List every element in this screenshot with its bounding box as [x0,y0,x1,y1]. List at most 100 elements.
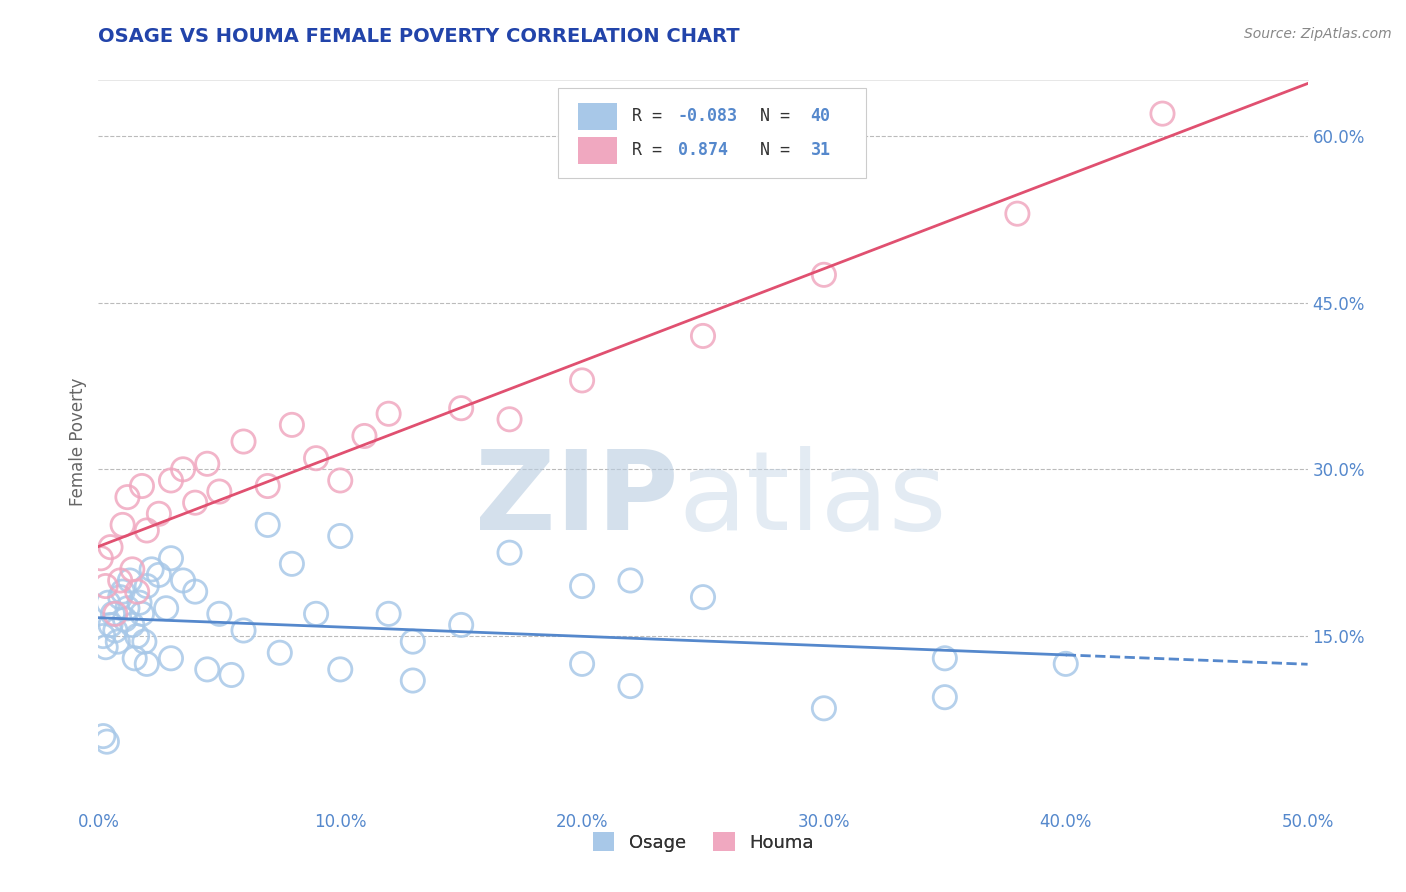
Point [1007,207,1029,221]
Point [353,429,375,443]
Point [305,451,328,466]
Text: 0.874: 0.874 [678,141,728,160]
Point [232,624,254,638]
Point [100,618,122,632]
Point [813,268,835,282]
Text: 31: 31 [811,141,831,160]
Text: R =: R = [631,107,672,126]
Point [571,657,593,671]
Point [281,417,304,432]
Point [195,662,218,676]
Text: -0.083: -0.083 [678,107,738,126]
Point [498,546,520,560]
Point [94,579,117,593]
Point [128,596,150,610]
Point [107,634,129,648]
Point [377,607,399,621]
Point [232,434,254,449]
Point [195,457,218,471]
Point [172,462,194,476]
Point [619,679,641,693]
Text: Source: ZipAtlas.com: Source: ZipAtlas.com [1244,27,1392,41]
Point [96,734,118,748]
Point [692,590,714,604]
Point [111,517,134,532]
Point [402,673,425,688]
Text: N =: N = [741,107,800,126]
Point [256,517,278,532]
Point [148,568,170,582]
Text: R =: R = [631,141,682,160]
Point [97,596,120,610]
Point [450,401,472,416]
Point [135,524,157,538]
Point [256,479,278,493]
Point [184,496,207,510]
Text: 40: 40 [811,107,831,126]
FancyBboxPatch shape [578,103,617,130]
Point [90,551,112,566]
Point [135,579,157,593]
Point [121,562,143,576]
Point [269,646,291,660]
Point [184,584,207,599]
Point [134,634,156,648]
Point [160,474,183,488]
Point [281,557,304,571]
Point [117,490,139,504]
Point [101,607,124,621]
Point [160,551,183,566]
Point [934,651,956,665]
Point [148,507,170,521]
Point [127,629,149,643]
Point [305,607,328,621]
Point [135,657,157,671]
Point [121,618,143,632]
Point [117,601,139,615]
Point [498,412,520,426]
Point [329,474,352,488]
FancyBboxPatch shape [578,136,617,164]
Point [100,540,122,554]
Point [402,634,425,648]
Point [208,484,231,499]
Point [692,329,714,343]
Point [127,584,149,599]
Point [141,562,163,576]
Text: OSAGE VS HOUMA FEMALE POVERTY CORRELATION CHART: OSAGE VS HOUMA FEMALE POVERTY CORRELATIO… [98,27,740,45]
Text: atlas: atlas [679,446,948,553]
Point [1152,106,1174,120]
Point [91,629,114,643]
Y-axis label: Female Poverty: Female Poverty [69,377,87,506]
Point [221,668,243,682]
Point [160,651,183,665]
Point [377,407,399,421]
Point [1054,657,1077,671]
Legend: Osage, Houma: Osage, Houma [585,825,821,859]
Point [94,640,117,655]
Point [91,729,114,743]
Point [172,574,194,588]
Point [108,590,131,604]
Point [208,607,231,621]
Point [329,529,352,543]
Point [124,651,146,665]
Point [329,662,352,676]
Point [108,574,131,588]
Point [450,618,472,632]
Point [155,601,177,615]
Point [619,574,641,588]
Point [104,624,127,638]
Point [934,690,956,705]
Text: N =: N = [741,141,800,160]
Text: ZIP: ZIP [475,446,679,553]
Point [571,373,593,387]
Point [118,574,141,588]
Point [114,612,136,626]
FancyBboxPatch shape [558,87,866,178]
Point [131,607,153,621]
Point [131,479,153,493]
Point [813,701,835,715]
Point [571,579,593,593]
Point [104,607,127,621]
